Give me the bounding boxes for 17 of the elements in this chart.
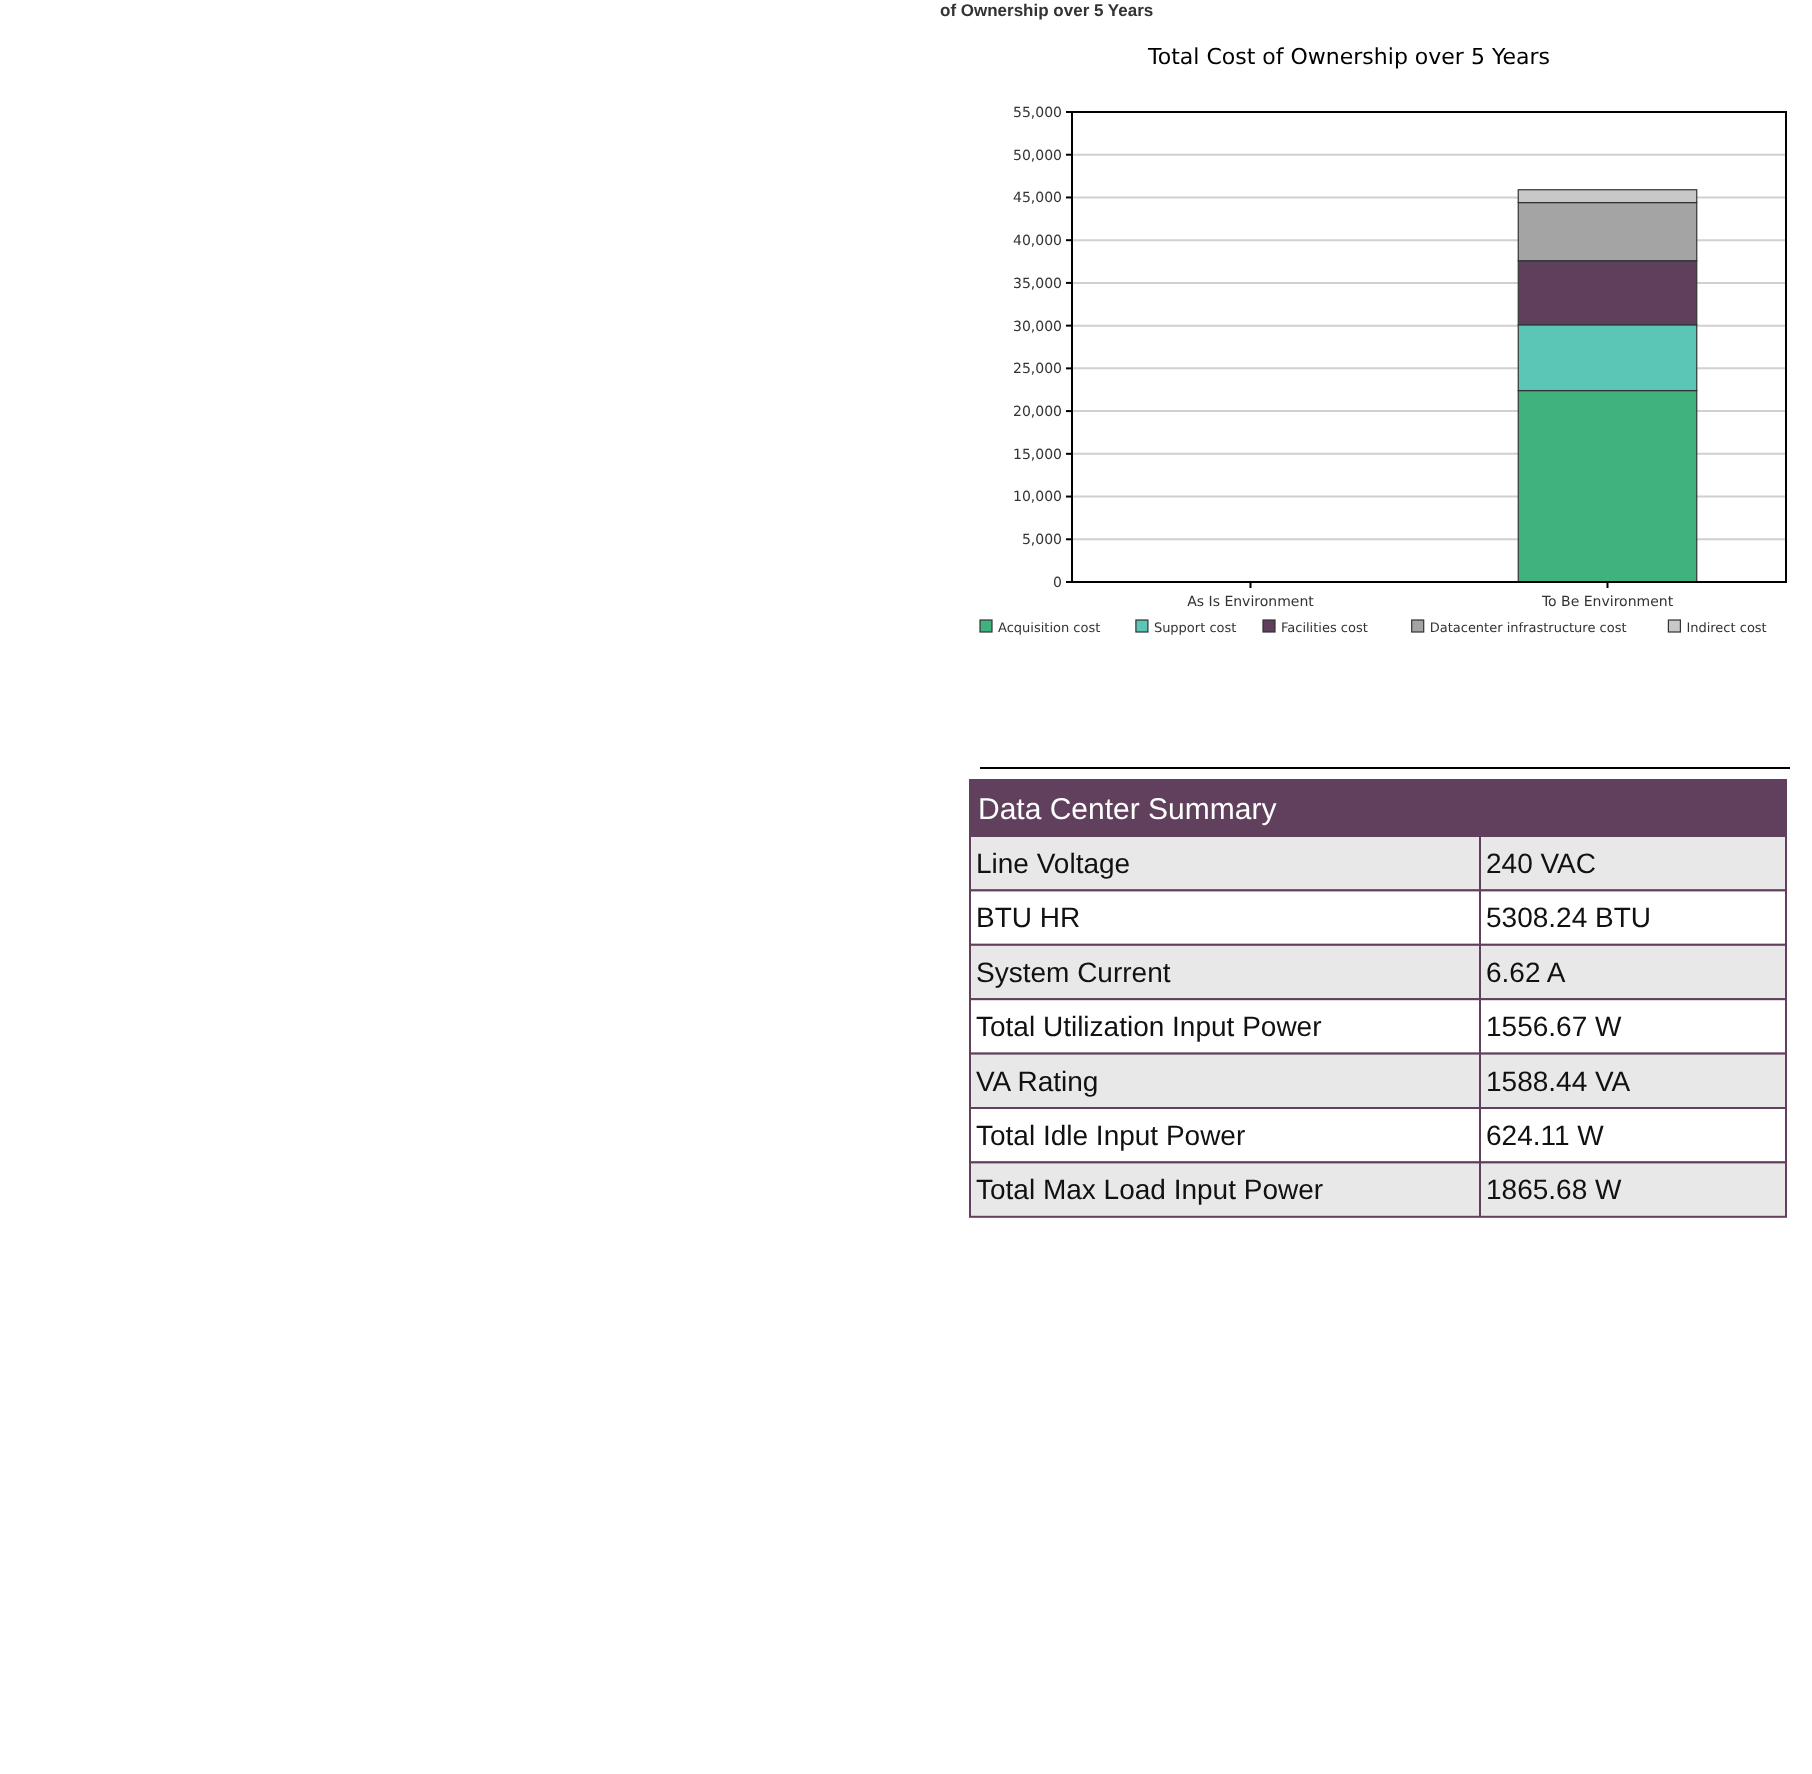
category-label: Total Max Load Input Power <box>976 1173 1324 1206</box>
category-label: BTU HR <box>976 901 1081 934</box>
chart-title: Total Cost of Ownership over 5 Years <box>1146 44 1551 70</box>
category-label: Total Utilization Input Power <box>976 1010 1323 1043</box>
text: 1588.44 VA <box>1486 1064 1631 1097</box>
text: Data Center Summary <box>978 792 1278 827</box>
text: 624.11 W <box>1486 1119 1604 1151</box>
category-label: VA Rating <box>976 1064 1099 1097</box>
text: 1556.67 W <box>1486 1010 1622 1043</box>
category-label: System Current <box>976 955 1171 988</box>
category-label: Total Idle Input Power <box>976 1119 1246 1151</box>
text: 240 VAC <box>1486 847 1596 879</box>
text: 6.62 A <box>1486 955 1566 988</box>
category-label: Line Voltage <box>976 847 1131 879</box>
text: of Ownership over 5 Years <box>940 0 1154 20</box>
text: 1865.68 W <box>1486 1173 1622 1206</box>
text: 5308.24 BTU <box>1486 901 1651 934</box>
